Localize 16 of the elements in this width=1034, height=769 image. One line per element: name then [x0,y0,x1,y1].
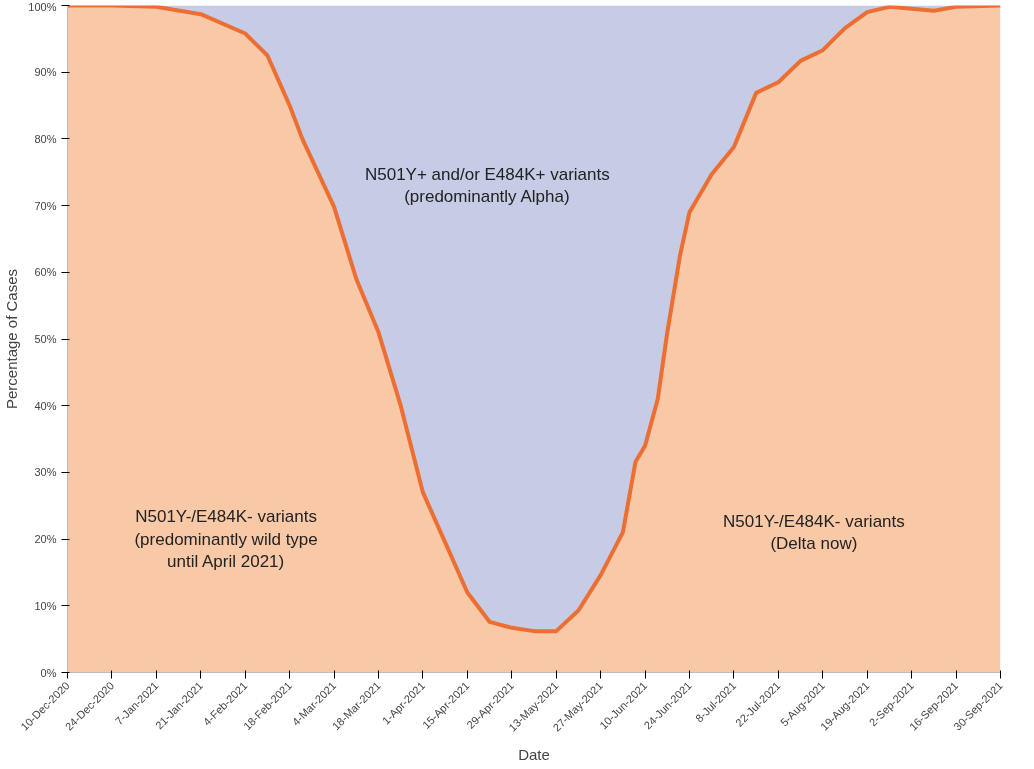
y-tick-label: 0% [40,666,57,679]
y-tick-label: 60% [34,266,57,279]
y-tick-label: 80% [34,132,57,145]
y-tick-label: 70% [34,199,57,212]
y-tick-label: 20% [34,533,57,546]
x-axis-title: Date [518,745,550,763]
y-tick-label: 10% [34,599,57,612]
annotation: N501Y+ and/or E484K+ variants (predominantly Alpha) [364,164,610,207]
y-tick-label: 100% [28,0,57,13]
y-tick-label: 40% [34,399,57,412]
y-axis-title: Percentage of Cases [3,268,21,410]
annotation: N501Y-/E484K- variants (Delta now) [723,511,905,554]
y-tick-label: 90% [34,66,57,79]
annotation: N501Y-/E484K- variants (predominantly wild type until April 2021) [134,506,318,572]
y-tick-label: 50% [34,333,57,345]
y-tick-label: 30% [34,466,57,479]
